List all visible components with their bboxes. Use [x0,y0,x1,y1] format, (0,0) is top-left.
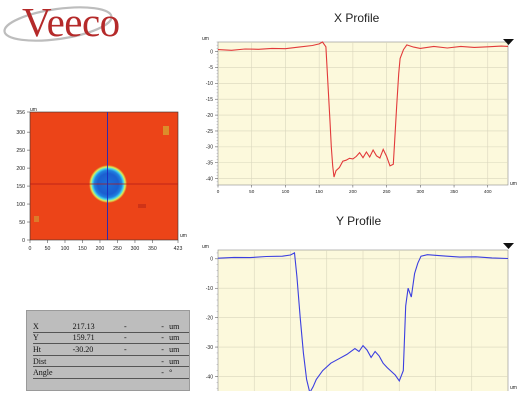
readout-c3: - [161,321,170,333]
y-profile-x-unit: um [510,385,517,391]
map-x-tick-label: 350 [148,246,157,252]
x-profile-x-tick-label: 400 [484,189,492,194]
readout-c3: - [161,332,170,345]
readout-value: -30.20 [72,343,124,356]
readout-row: Y 159.71- - um [33,332,189,345]
readout-label: Y [33,332,73,345]
x-profile-plot-area [217,41,509,186]
readout-label: X [33,321,73,333]
readout-unit: um [169,355,189,368]
readout-label: Dist [33,355,73,368]
x-profile-x-unit: um [510,181,517,187]
y-profile-chart[interactable]: um 0 -10 -20 -30 -40 um [196,236,521,396]
x-profile-chart[interactable]: um 0 -5 -10 -15 -20 -25 -30 -35 -40 0 50 100 150 200… [196,32,521,196]
x-profile-x-tick-label: 100 [282,189,290,194]
map-y-tick-label: 250 [16,148,25,154]
map-y-tick-label: 200 [16,166,25,172]
y-profile-panel[interactable]: um 0 -10 -20 -30 -40 um [196,236,521,396]
readout-row: Angle - ° [33,366,189,379]
readout-c3: - [161,343,170,356]
map-x-tick-label: 200 [96,246,105,252]
x-profile-y-tick-label: -5 [209,65,214,71]
map-x-tick-label: 0 [29,246,32,252]
map-y-tick-label: 100 [16,202,25,208]
x-profile-y-tick-label: -35 [206,161,213,167]
map-x-tick-label: 100 [61,246,70,252]
readout-unit: um [169,321,189,333]
x-profile-x-tick-label: 150 [315,189,323,194]
y-profile-y-tick-label: -40 [206,374,213,380]
map-x-tick-label: 423 [174,246,183,252]
readout-c2 [123,366,162,379]
map-x-unit: um [180,233,187,239]
readout-row: X 217.13- - um [33,321,189,333]
height-map[interactable]: um 356 300 250 200 150 100 50 0 0 50 100 150 200 250… [0,104,195,262]
map-y-tick-label: 150 [16,184,25,190]
x-profile-y-tick-label: -30 [206,145,213,151]
y-profile-y-unit: um [202,244,209,250]
readout-unit: ° [169,366,189,379]
x-profile-menu-arrow[interactable] [503,39,514,45]
x-profile-y-tick-label: 0 [210,49,213,55]
x-profile-title: X Profile [334,11,380,25]
readout-c3: - [161,355,170,368]
y-profile-y-tick-label: 0 [210,257,213,263]
x-profile-y-tick-label: -10 [206,81,213,87]
map-x-tick-label: 50 [45,246,51,252]
readout-unit: um [169,343,189,356]
readout-unit: um [169,332,189,345]
readout-row: Dist - um [33,355,189,368]
cursor-readout: X 217.13- - um Y 159.71- - um Ht -30.20- - um Dist - u… [26,310,190,391]
x-profile-x-tick-label: 250 [383,189,391,194]
map-y-unit: um [30,107,37,113]
logo-swoosh [3,6,113,42]
readout-c2: - [123,332,162,345]
y-profile-y-tick-label: -10 [206,286,213,292]
y-profile-title: Y Profile [336,214,382,228]
x-profile-y-unit: um [202,36,209,42]
x-profile-series [217,41,509,178]
x-profile-y-tick-label: -40 [206,176,213,182]
readout-c2: - [123,321,162,333]
x-profile-y-tick-label: -15 [206,97,213,103]
readout-row: Ht -30.20- - um [33,343,189,356]
map-y-tick-label: 356 [16,110,25,116]
readout-label: Ht [33,343,73,356]
x-profile-x-tick-label: 0 [217,189,220,194]
map-y-tick-label: 50 [19,220,25,226]
readout-value: 159.71 [72,332,124,345]
veeco-logo: Veeco [0,0,140,45]
x-profile-y-tick-label: -20 [206,113,213,119]
readout-label: Angle [33,366,73,379]
map-x-tick-label: 150 [78,246,87,252]
readout-c2 [123,355,162,368]
y-profile-y-tick-label: -30 [206,345,213,351]
map-x-tick-label: 300 [131,246,140,252]
x-profile-y-tick-label: -25 [206,129,213,135]
x-profile-x-tick-label: 200 [349,189,357,194]
x-profile-x-tick-label: 350 [450,189,458,194]
readout-value [72,366,124,379]
y-profile-series [217,252,509,395]
y-profile-y-tick-label: -20 [206,315,213,321]
map-y-tick-label: 0 [22,238,25,244]
readout-value: 217.13 [72,321,124,333]
map-y-tick-label: 300 [16,130,25,136]
height-map-panel[interactable]: um 356 300 250 200 150 100 50 0 0 50 100 150 200 250… [0,104,195,262]
map-x-tick-label: 250 [113,246,122,252]
logo-text: Veeco [22,0,120,45]
x-profile-x-tick-label: 50 [249,189,255,194]
x-profile-panel[interactable]: um 0 -5 -10 -15 -20 -25 -30 -35 -40 0 50 100 150 200… [196,32,521,201]
readout-c3: - [161,366,170,379]
readout-c2: - [123,343,162,356]
readout-value [72,355,124,368]
readout-table: X 217.13- - um Y 159.71- - um Ht -30.20- - um Dist - u… [33,321,189,379]
y-profile-menu-arrow[interactable] [503,243,514,249]
x-profile-x-tick-label: 300 [416,189,424,194]
